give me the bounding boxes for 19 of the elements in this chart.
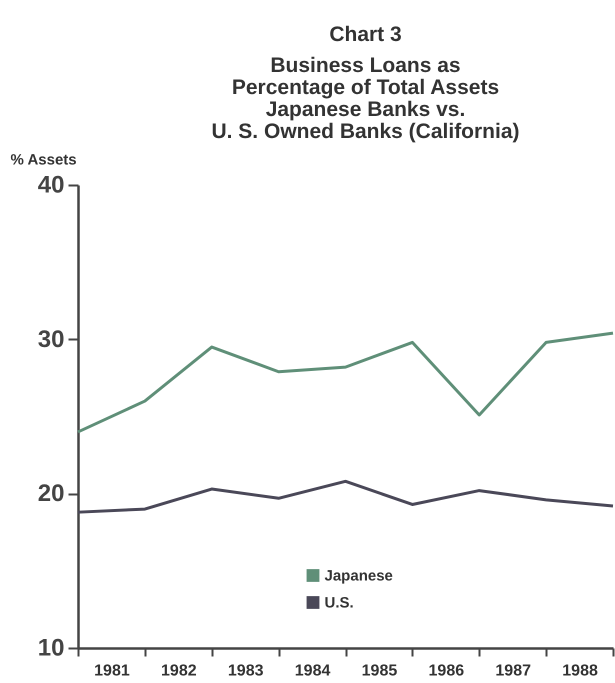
y-tick-label: 40 <box>38 172 64 198</box>
y-tick-label: 20 <box>38 480 64 508</box>
line-series <box>76 332 614 434</box>
x-tick-label: 1987 <box>495 662 532 680</box>
x-tick-label: 1983 <box>228 662 264 680</box>
line-series <box>76 480 614 514</box>
y-axis-title: % Assets <box>10 152 77 168</box>
x-tick-label: 1981 <box>94 662 130 680</box>
legend-label: Japanese <box>324 568 393 584</box>
chart-title: Chart 3 <box>329 23 402 46</box>
x-tick-label: 1988 <box>562 662 598 680</box>
x-tick-label: 1982 <box>161 662 197 680</box>
x-tick-label: 1986 <box>428 662 464 680</box>
chart-subtitle: Business Loans as Percentage of Total Assets Japanese Banks vs. U. S. Owned Banks (California) <box>211 54 520 143</box>
x-tick-label: 1985 <box>362 662 398 680</box>
y-tick-label: 30 <box>38 326 64 353</box>
x-tick-label: 1984 <box>294 662 330 680</box>
legend-label: U.S. <box>324 594 354 612</box>
y-tick-label: 10 <box>38 634 64 662</box>
